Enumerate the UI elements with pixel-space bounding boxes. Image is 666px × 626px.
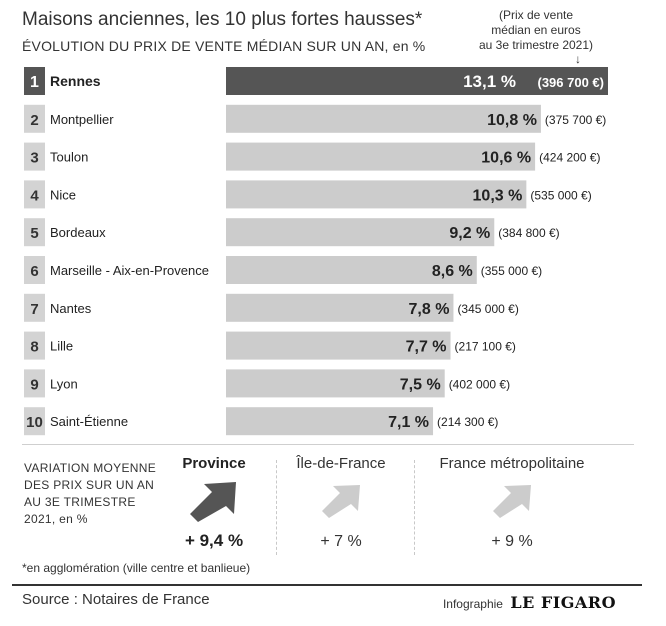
vertical-separator <box>276 460 277 555</box>
value-label: 10,6 % <box>481 150 531 167</box>
price-label: (217 100 €) <box>455 340 516 354</box>
value-label: 10,3 % <box>473 187 523 204</box>
price-label: (214 300 €) <box>437 415 498 429</box>
bar <box>226 293 454 322</box>
city-label: Toulon <box>50 150 88 165</box>
rank-box <box>24 218 45 247</box>
source-text: Source : Notaires de France <box>22 591 210 608</box>
rank-label: 10 <box>26 414 43 431</box>
price-note-line: au 3e trimestre 2021) <box>478 38 594 52</box>
stat-name: Île-de-France <box>296 455 386 472</box>
down-arrow-icon: ↓ <box>575 52 581 66</box>
credit: Infographie LE FIGARO <box>443 593 616 612</box>
divider <box>22 444 634 445</box>
rank-box <box>24 293 45 322</box>
value-label: 13,1 % <box>463 72 516 91</box>
footnote: *en agglomération (ville centre et banli… <box>22 561 251 575</box>
stat-value: + 9 % <box>491 533 533 550</box>
rank-label: 9 <box>30 376 38 393</box>
rank-box <box>24 256 45 284</box>
value-label: 7,8 % <box>409 301 450 318</box>
price-note-line: médian en euros <box>491 23 581 37</box>
bar <box>226 369 445 398</box>
stat-name: Province <box>182 455 246 472</box>
price-label: (345 000 €) <box>457 302 518 316</box>
city-label: Rennes <box>50 73 101 89</box>
rank-label: 8 <box>30 339 38 356</box>
bar <box>226 142 536 171</box>
stat-value: + 7 % <box>320 533 362 550</box>
value-label: 8,6 % <box>432 263 473 280</box>
bar <box>226 67 608 95</box>
rank-box <box>24 104 45 133</box>
arrow-up-right-icon <box>190 482 236 522</box>
price-label: (375 700 €) <box>545 113 606 127</box>
vertical-separator <box>414 460 415 555</box>
city-label: Saint-Étienne <box>50 414 128 429</box>
price-label: (396 700 €) <box>538 75 605 90</box>
value-label: 10,8 % <box>487 112 537 129</box>
brand-logo: LE FIGARO <box>510 593 616 612</box>
rank-label: 1 <box>30 74 39 91</box>
arrow-up-right-icon <box>493 485 531 518</box>
price-label: (384 800 €) <box>498 226 559 240</box>
value-label: 7,7 % <box>406 339 447 356</box>
bar <box>226 407 434 436</box>
bar <box>226 256 477 284</box>
city-label: Bordeaux <box>50 225 106 240</box>
rank-label: 5 <box>30 225 38 242</box>
arrow-up-right-icon <box>322 485 360 518</box>
stat-france-metropolitaine: France métropolitaine + 9 % <box>432 455 592 551</box>
stat-value: + 9,4 % <box>184 531 244 550</box>
rank-label: 4 <box>30 187 39 204</box>
rank-box <box>24 180 45 209</box>
rank-box <box>24 407 45 436</box>
city-label: Marseille - Aix-en-Provence <box>50 263 209 278</box>
bar <box>226 180 527 209</box>
stat-ile-de-france: Île-de-France + 7 % <box>285 455 397 551</box>
rank-label: 6 <box>30 263 38 280</box>
price-label: (424 200 €) <box>539 151 600 165</box>
bar <box>226 218 495 247</box>
rank-label: 2 <box>30 112 38 129</box>
bar <box>226 331 451 360</box>
price-label: (402 000 €) <box>449 377 510 391</box>
chart-title: Maisons anciennes, les 10 plus fortes ha… <box>22 9 423 30</box>
stat-province: Province + 9,4 % <box>168 455 260 551</box>
city-label: Nice <box>50 187 76 202</box>
bar-chart: 1 Rennes 13,1 % (396 700 €) 2 Montpellier 10,8… <box>24 67 608 436</box>
value-label: 7,1 % <box>388 414 429 431</box>
rank-box <box>24 142 45 171</box>
rank-box <box>24 331 45 360</box>
city-label: Lyon <box>50 376 78 391</box>
price-label: (355 000 €) <box>481 264 542 278</box>
stats-label: VARIATION MOYENNE DES PRIX SUR UN AN AU … <box>24 461 157 526</box>
stat-name: France métropolitaine <box>439 455 585 472</box>
city-label: Lille <box>50 339 73 354</box>
price-note: (Prix de vente médian en euros au 3e tri… <box>466 8 606 53</box>
price-label: (535 000 €) <box>530 188 591 202</box>
source-divider <box>12 584 642 586</box>
chart-subtitle: ÉVOLUTION DU PRIX DE VENTE MÉDIAN SUR UN… <box>22 38 426 54</box>
city-label: Nantes <box>50 301 92 316</box>
rank-label: 7 <box>30 301 38 318</box>
credit-prefix: Infographie <box>442 597 503 611</box>
bar <box>226 104 541 133</box>
rank-label: 3 <box>30 150 38 167</box>
rank-box <box>24 369 45 398</box>
rank-box <box>24 67 45 95</box>
value-label: 7,5 % <box>400 376 441 393</box>
value-label: 9,2 % <box>449 225 490 242</box>
price-note-line: (Prix de vente <box>498 8 574 22</box>
city-label: Montpellier <box>50 112 114 127</box>
